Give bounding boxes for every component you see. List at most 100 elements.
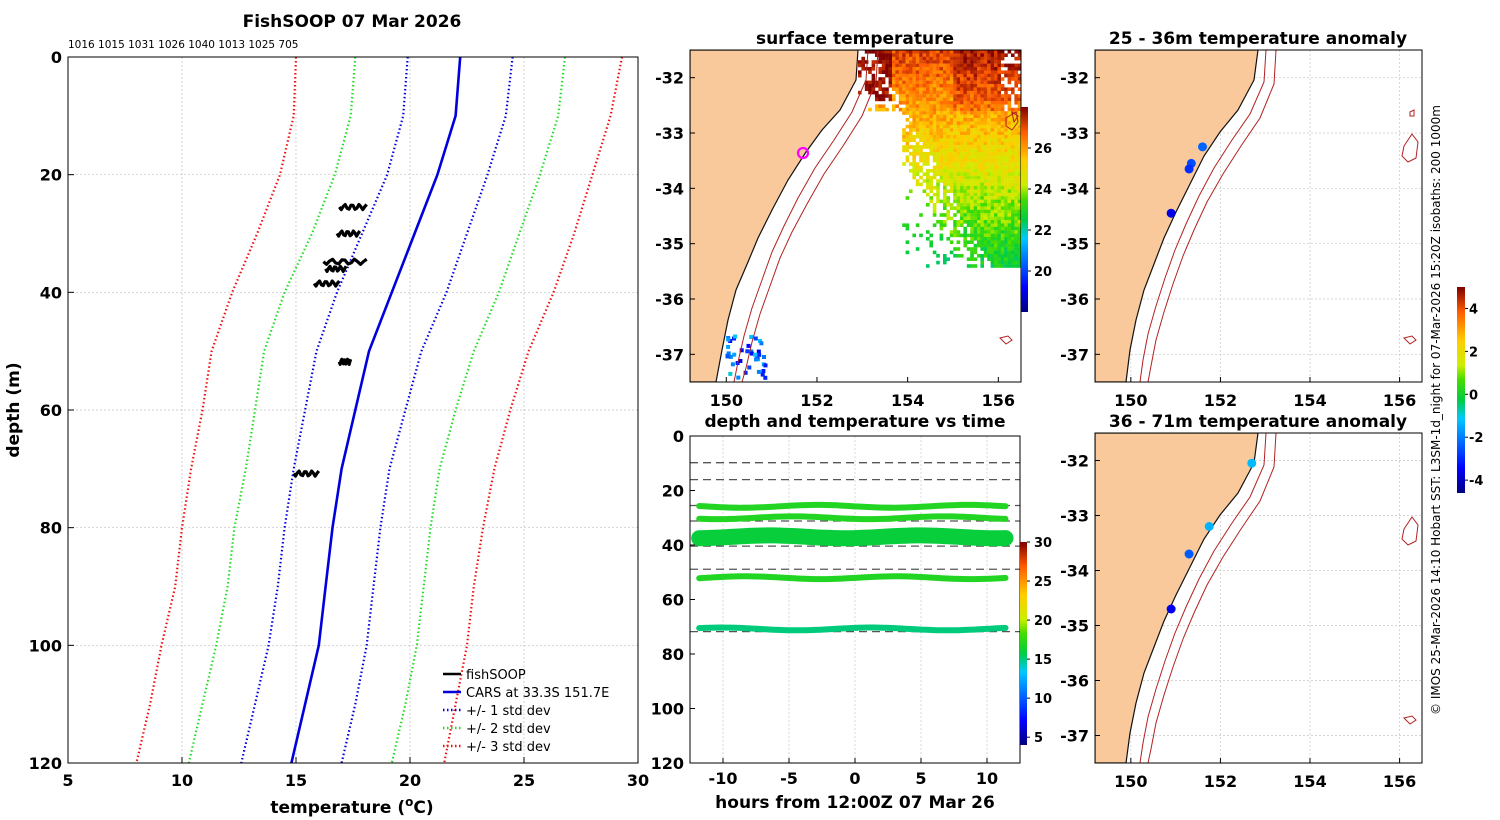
sst-pixel [926,50,930,54]
sst-pixel [997,237,1001,241]
sst-pixel [726,351,731,356]
sst-pixel [926,162,930,166]
sst-pixel [912,73,916,78]
sst-pixel [973,206,978,210]
sst-pixel [1011,203,1015,207]
sst-pixel [966,169,971,173]
sst-pixel [990,192,995,197]
sst-pixel [1000,63,1005,68]
sst-pixel [949,118,954,122]
sst-pixel [864,60,869,64]
sst-pixel [970,162,974,166]
sst-pixel [868,80,872,85]
sst-pixel [915,128,920,132]
sst-pixel [1004,247,1008,251]
sst-pixel [963,169,967,173]
sst-pixel [997,186,1001,190]
sst-pixel [936,131,940,136]
sst-pixel [932,70,937,74]
sst-pixel [970,257,974,261]
sst-pixel [977,226,981,231]
sst-pixel [997,67,1001,71]
sst-pixel [997,111,1001,115]
sst-pixel [743,370,748,375]
sst-pixel [997,131,1001,136]
sst-pixel [987,141,991,146]
sst-pixel [1004,206,1008,210]
sst-pixel [983,138,988,142]
sst-pixel [1011,118,1015,122]
sst-pixel [902,70,906,74]
sst-pixel [977,97,981,102]
sst-pixel [960,111,964,115]
sst-pixel [970,114,974,119]
sst-pixel [912,145,916,149]
sst-pixel [939,220,944,224]
sst-pixel [943,158,947,163]
sst-pixel [919,67,923,71]
sst-pixel [946,131,950,136]
sst-pixel [946,162,950,166]
sst-pixel [939,175,944,180]
sst-pixel [1000,107,1005,112]
sst-pixel [990,128,995,132]
sst-pixel [868,50,872,54]
sst-pixel [949,84,954,88]
sst-pixel [939,114,944,119]
sst-pixel [960,77,964,81]
anomaly-lower-point [1166,604,1176,614]
sst-pixel [997,50,1001,54]
profile-xtick-label: 5 [62,771,73,790]
sst-pixel [878,50,882,54]
sst-pixel [902,101,906,105]
sst-pixel [902,148,906,153]
sst-pixel [987,182,991,187]
sst-pixel [960,172,964,176]
sst-pixel [1000,196,1005,200]
sst-pixel [926,230,930,234]
sst-pixel [943,131,947,136]
sst-pixel [963,158,967,163]
sst-pixel [987,104,991,108]
sst-pixel [936,189,940,193]
profile-xlabel: temperature (oC) [270,795,433,818]
sst-pixel [956,131,961,136]
sst-pixel [987,220,991,224]
sst-pixel [905,63,910,68]
sst-pixel [936,165,940,170]
anomaly-lower-xtick-label: 152 [1204,772,1237,791]
sst-pixel [936,220,940,224]
sst-pixel [987,70,991,74]
sst-pixel [892,67,896,71]
sst-pixel [949,250,954,255]
sst-pixel [926,264,930,268]
sst-pixel [909,50,913,54]
sst-pixel [892,50,896,54]
sst-pixel [919,53,923,57]
sst-pixel [963,111,967,115]
sst-pixel [939,124,944,129]
sst-pixel [1007,155,1012,159]
sst-pixel [1004,264,1008,268]
sst-pixel [1014,128,1018,132]
sst-pixel [905,124,910,129]
sst-pixel [983,230,988,234]
sst-pixel [932,121,937,125]
sst-pixel [912,169,916,173]
sst-pixel [1017,152,1021,156]
sst-pixel [926,203,930,207]
sst-pixel [956,196,961,200]
sst-pixel [939,53,944,57]
sst-pixel [926,73,930,78]
sst-pixel [997,107,1001,112]
sst-pixel [956,192,961,197]
sst-pixel [949,101,954,105]
profile-series-2 [340,56,514,764]
sst-pixel [980,104,984,108]
sst-pixel [994,206,998,210]
sst-pixel [939,50,944,54]
sst-pixel [994,73,998,78]
sst-pixel [1017,196,1021,200]
sst-pixel [1011,63,1015,68]
